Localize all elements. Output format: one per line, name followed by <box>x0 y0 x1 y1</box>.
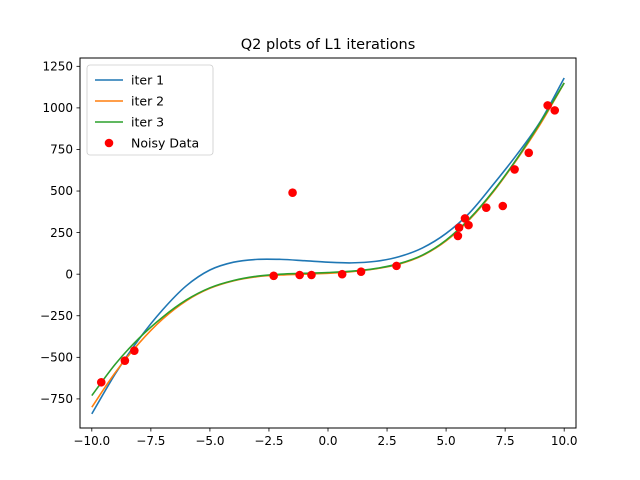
data-point <box>130 346 139 355</box>
y-tick-label: 750 <box>50 143 73 157</box>
x-tick-label: −5.0 <box>195 434 224 448</box>
data-point <box>550 106 560 115</box>
x-tick-label: 5.0 <box>437 434 456 448</box>
data-point <box>96 377 106 387</box>
data-point <box>307 270 316 280</box>
legend-label: iter 3 <box>131 115 164 130</box>
legend: iter 1 iter 2 iter 3 Noisy Data <box>86 64 214 156</box>
y-tick-label: −500 <box>40 351 73 365</box>
data-point <box>510 165 519 174</box>
data-point <box>120 356 130 365</box>
data-point <box>454 223 464 232</box>
legend-label: Noisy Data <box>131 136 199 151</box>
series-layer <box>91 77 565 415</box>
x-tick-label: −10.0 <box>73 434 110 448</box>
y-tick-label: 0 <box>65 267 73 281</box>
data-point <box>543 101 552 110</box>
data-point <box>460 214 470 223</box>
data-point <box>269 271 278 281</box>
x-tick-label: −7.5 <box>136 434 165 448</box>
data-point <box>288 188 297 197</box>
x-tick-label: 10.0 <box>551 434 578 448</box>
y-tick-label: −750 <box>40 392 73 406</box>
y-tick-label: 250 <box>50 226 73 240</box>
legend-label: iter 1 <box>131 73 164 88</box>
series-line-iter-3 <box>91 82 565 397</box>
x-axis: −10.0 −7.5 −5.0 −2.5 0.0 2.5 5.0 7.5 10.0 <box>73 428 578 448</box>
chart-title: Q2 plots of L1 iterations <box>241 37 416 53</box>
data-point <box>498 201 508 211</box>
y-tick-label: 1000 <box>42 101 73 115</box>
y-tick-label: 1250 <box>42 60 73 74</box>
data-point <box>392 261 401 271</box>
x-tick-label: 2.5 <box>378 434 397 448</box>
y-axis: −750 −500 −250 0 250 500 750 1000 1250 <box>40 60 80 406</box>
plot-area <box>91 77 565 415</box>
data-point <box>337 269 347 279</box>
x-tick-label: −2.5 <box>254 434 283 448</box>
y-tick-label: −250 <box>40 309 73 323</box>
y-tick-label: 500 <box>50 184 73 198</box>
legend-box <box>86 64 214 156</box>
data-point <box>464 220 473 230</box>
data-point <box>356 267 366 276</box>
data-point <box>295 270 304 280</box>
data-point <box>453 231 463 241</box>
data-point <box>481 203 491 212</box>
x-tick-label: 7.5 <box>496 434 515 448</box>
series-line-iter-1 <box>91 77 565 415</box>
data-point <box>524 148 534 158</box>
legend-label: iter 2 <box>131 94 164 109</box>
x-tick-label: 0.0 <box>318 434 337 448</box>
legend-swatch-marker <box>104 138 114 148</box>
